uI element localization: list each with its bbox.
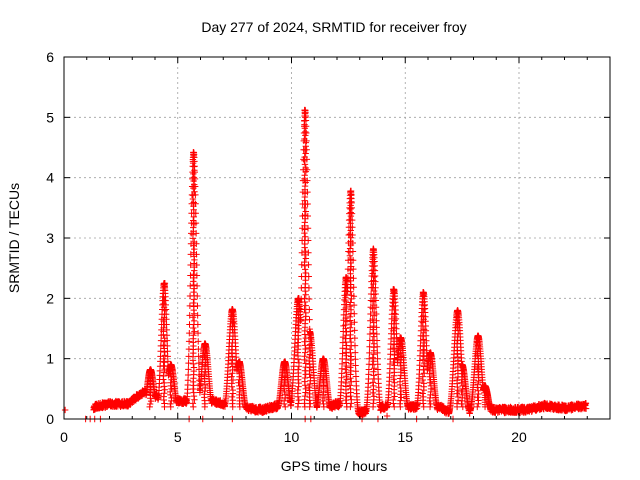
y-axis-label: SRMTID / TECUs [6,183,22,293]
data-point [305,261,312,268]
data-point [184,371,192,379]
y-tick-label: 6 [46,49,54,65]
data-point [185,359,192,367]
data-points [61,106,590,423]
data-point [373,324,380,331]
data-point [367,310,374,318]
data-point [339,345,346,352]
data-point [351,327,358,334]
data-point [195,338,202,345]
data-point [194,302,201,310]
data-point [195,353,202,360]
data-point [185,338,193,345]
x-tick-label: 10 [284,429,300,445]
data-point [349,248,357,255]
data-point [350,274,357,282]
data-point [365,361,373,368]
data-point [187,261,194,269]
data-point [185,366,192,373]
data-point [374,349,381,357]
data-point [186,312,193,319]
data-point [195,359,202,367]
data-point [305,249,312,256]
y-tick-label: 1 [46,351,54,367]
x-axis-label: GPS time / hours [281,458,388,474]
data-point [157,337,165,344]
data-point [374,355,381,362]
grid [64,57,610,419]
data-point [366,330,374,338]
data-point [187,251,195,258]
y-tick-label: 2 [46,290,54,306]
data-point [186,329,193,337]
x-tick-label: 0 [60,429,68,445]
x-tick-label: 15 [397,429,413,445]
data-point [339,350,346,357]
data-point [186,302,194,310]
x-tick-label: 5 [174,429,182,445]
data-point [350,284,357,291]
x-tick-label: 20 [511,429,527,445]
y-tick-label: 5 [46,109,54,125]
data-point [194,312,201,319]
data-point [352,356,359,363]
data-point [366,349,373,357]
data-point [187,272,194,279]
data-point [339,339,347,346]
data-point [373,330,381,338]
data-point [304,225,312,232]
data-point [305,295,313,303]
y-tick-label: 4 [46,170,54,186]
y-tick-label: 0 [46,411,54,427]
data-point [193,282,201,290]
data-point [366,355,373,362]
data-point [187,282,194,290]
data-point [350,301,358,309]
y-tick-label: 3 [46,230,54,246]
data-point [194,329,202,337]
chart-title: Day 277 of 2024, SRMTID for receiver fro… [201,19,466,35]
data-point [352,362,359,369]
